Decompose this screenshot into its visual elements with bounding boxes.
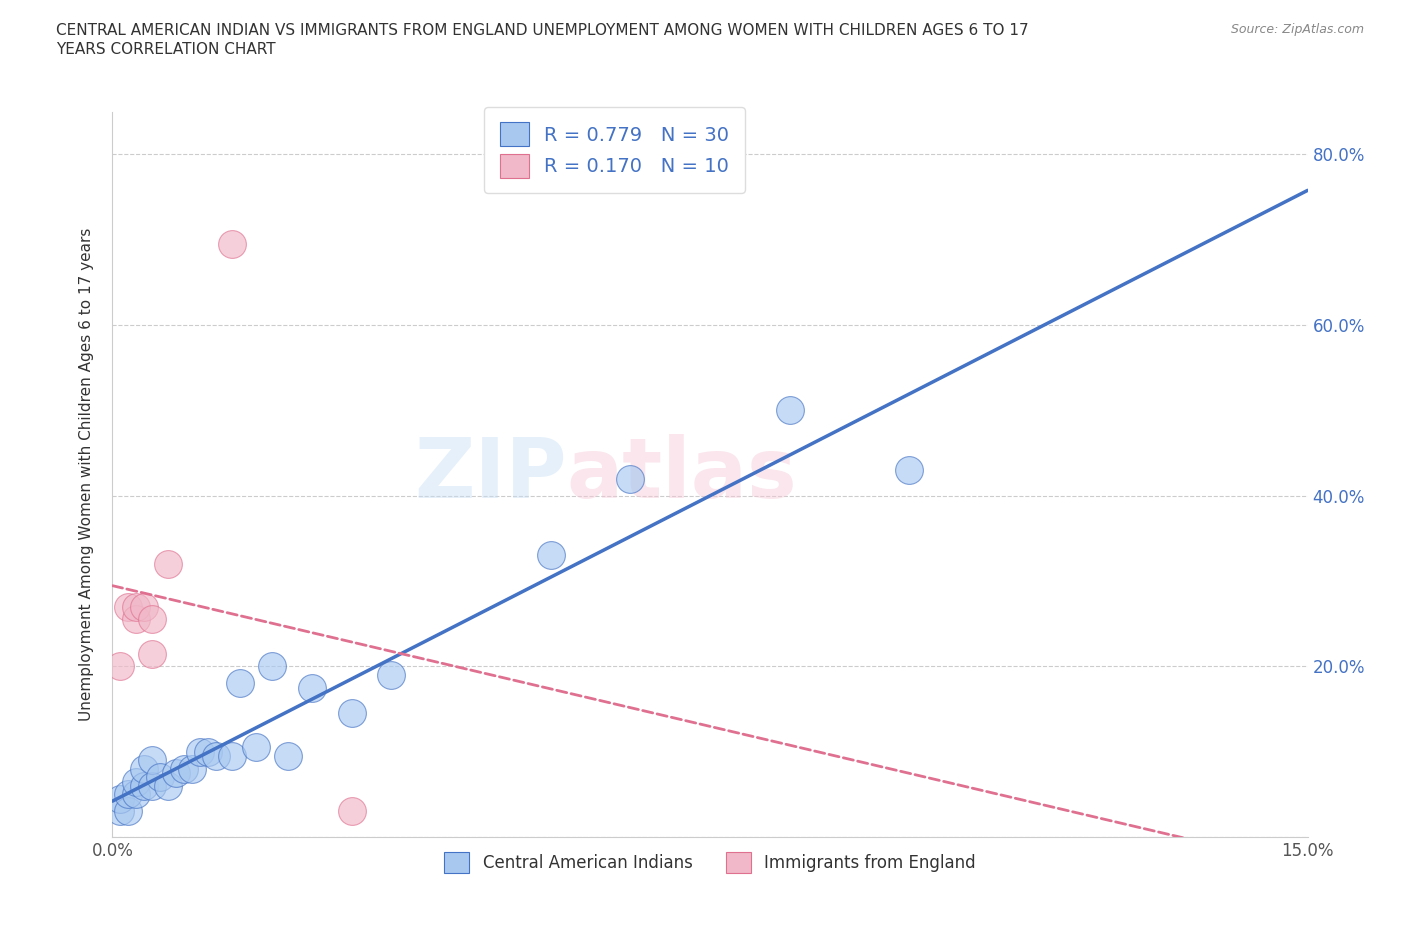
Point [157,556,180,571]
Point [110,804,132,818]
Text: ZIP: ZIP [415,433,567,515]
Point [134,762,156,777]
Point [110,658,132,673]
Point [157,778,180,793]
Point [229,676,252,691]
Point [117,787,139,802]
Point [181,762,204,777]
Point [117,599,139,614]
Point [340,706,363,721]
Point [125,612,148,627]
Point [221,749,243,764]
Point [173,762,195,777]
Point [149,770,172,785]
Point [380,668,402,683]
Point [277,749,299,764]
Point [340,804,363,818]
Point [125,787,148,802]
Text: CENTRAL AMERICAN INDIAN VS IMMIGRANTS FROM ENGLAND UNEMPLOYMENT AMONG WOMEN WITH: CENTRAL AMERICAN INDIAN VS IMMIGRANTS FR… [56,23,1029,38]
Point [245,740,267,755]
Point [197,744,219,759]
Point [221,236,243,251]
Point [125,599,148,614]
Point [134,778,156,793]
Point [188,744,211,759]
Point [165,765,187,780]
Text: Source: ZipAtlas.com: Source: ZipAtlas.com [1230,23,1364,36]
Point [134,599,156,614]
Point [125,774,148,789]
Point [540,548,562,563]
Point [141,778,163,793]
Y-axis label: Unemployment Among Women with Children Ages 6 to 17 years: Unemployment Among Women with Children A… [79,228,94,721]
Point [110,791,132,806]
Point [117,804,139,818]
Point [898,462,921,477]
Point [205,749,228,764]
Point [141,752,163,767]
Point [779,403,801,418]
Text: atlas: atlas [567,433,797,515]
Point [301,680,323,695]
Point [619,472,641,486]
Point [260,658,283,673]
Legend: Central American Indians, Immigrants from England: Central American Indians, Immigrants fro… [437,845,983,880]
Point [141,612,163,627]
Text: YEARS CORRELATION CHART: YEARS CORRELATION CHART [56,42,276,57]
Point [141,646,163,661]
